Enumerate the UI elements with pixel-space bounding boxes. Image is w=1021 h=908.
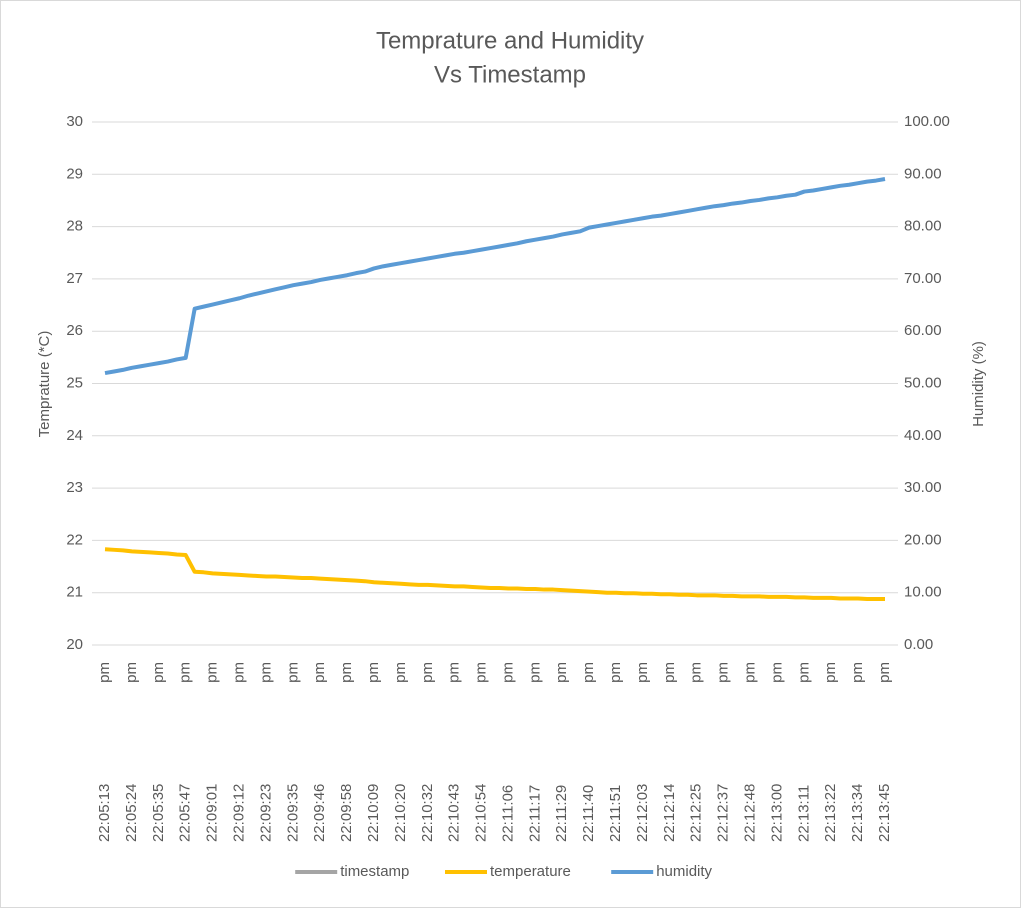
y-tick-label: 30 (66, 113, 83, 130)
x-tick-label: 22:13:11 pm (795, 662, 812, 842)
y2-tick-label: 20.00 (904, 531, 942, 548)
y2-tick-label: 100.00 (904, 113, 950, 130)
x-tick-label: 22:10:20 pm (392, 662, 409, 842)
x-tick-label: 22:13:00 pm (768, 662, 785, 842)
x-tick-label: 22:12:48 pm (741, 662, 758, 842)
x-tick-label: 22:13:45 pm (876, 662, 893, 842)
y-tick-label: 27 (66, 270, 83, 287)
x-tick-label: 22:10:54 pm (473, 662, 490, 842)
y-tick-label: 29 (66, 165, 83, 182)
x-tick-label: 22:10:43 pm (446, 662, 463, 842)
x-tick-label: 22:11:17 pm (526, 662, 543, 842)
y2-axis-label: Humidity (%) (970, 341, 987, 427)
y2-tick-label: 60.00 (904, 322, 942, 339)
y2-tick-label: 70.00 (904, 270, 942, 287)
x-tick-label: 22:09:12 pm (230, 662, 247, 842)
y-tick-label: 23 (66, 479, 83, 496)
y2-tick-label: 10.00 (904, 584, 942, 601)
x-tick-label: 22:12:25 pm (688, 662, 705, 842)
x-tick-label: 22:05:24 pm (123, 662, 140, 842)
y2-tick-label: 90.00 (904, 165, 942, 182)
y-tick-label: 21 (66, 584, 83, 601)
legend-label: temperature (490, 863, 571, 880)
y-tick-label: 28 (66, 218, 83, 235)
series-line (104, 177, 886, 376)
y2-tick-label: 30.00 (904, 479, 942, 496)
x-tick-label: 22:13:34 pm (849, 662, 866, 842)
x-tick-label: 22:13:22 pm (822, 662, 839, 842)
y-tick-label: 22 (66, 531, 83, 548)
legend-label: timestamp (340, 863, 409, 880)
y-tick-label: 25 (66, 374, 83, 391)
x-tick-label: 22:05:35 pm (150, 662, 167, 842)
y-axis-label: Temprature (*C) (36, 331, 53, 438)
x-tick-label: 22:12:14 pm (661, 662, 678, 842)
x-tick-label: 22:05:47 pm (177, 662, 194, 842)
x-tick-label: 22:10:09 pm (365, 662, 382, 842)
chart-title: Vs Timestamp (434, 61, 586, 88)
y-tick-label: 26 (66, 322, 83, 339)
x-tick-label: 22:09:23 pm (257, 662, 274, 842)
series-line (104, 547, 885, 601)
x-tick-label: 22:12:37 pm (715, 662, 732, 842)
y2-tick-label: 50.00 (904, 374, 942, 391)
x-tick-label: 22:11:40 pm (580, 662, 597, 842)
x-tick-label: 22:05:13 pm (96, 662, 113, 842)
x-tick-label: 22:12:03 pm (634, 662, 651, 842)
x-tick-label: 22:09:35 pm (284, 662, 301, 842)
x-tick-label: 22:11:06 pm (499, 662, 516, 842)
x-tick-label: 22:09:01 pm (204, 662, 221, 842)
chart-title: Temprature and Humidity (376, 27, 644, 54)
x-tick-label: 22:09:58 pm (338, 662, 355, 842)
y2-tick-label: 80.00 (904, 218, 942, 235)
x-tick-label: 22:09:46 pm (311, 662, 328, 842)
x-tick-label: 22:11:29 pm (553, 662, 570, 842)
y2-tick-label: 40.00 (904, 427, 942, 444)
y2-tick-label: 0.00 (904, 636, 933, 653)
legend-label: humidity (656, 863, 712, 880)
y-tick-label: 24 (66, 427, 83, 444)
y-tick-label: 20 (66, 636, 83, 653)
x-tick-label: 22:10:32 pm (419, 662, 436, 842)
x-tick-label: 22:11:51 pm (607, 662, 624, 842)
